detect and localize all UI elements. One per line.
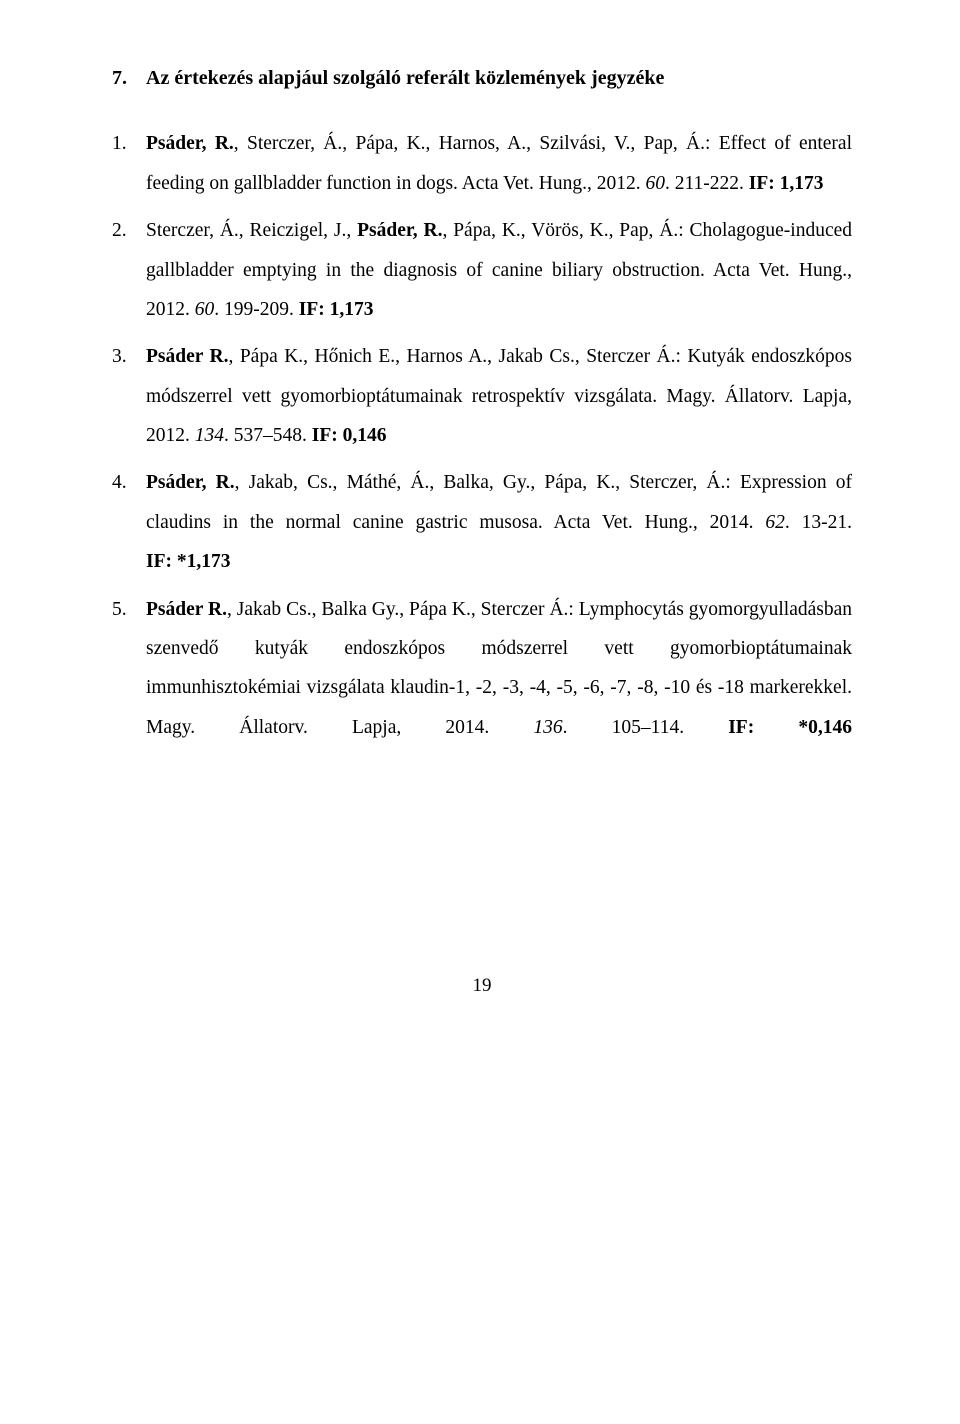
reference-number: 4. xyxy=(112,463,146,581)
volume-italic: 60 xyxy=(195,299,215,320)
reference-item: 1. Psáder, R., Sterczer, Á., Pápa, K., H… xyxy=(112,124,852,203)
reference-body: Sterczer, Á., Reiczigel, J., Psáder, R.,… xyxy=(146,211,852,329)
heading-number: 7. xyxy=(112,58,146,98)
ref-text: . 537–548. xyxy=(224,425,312,446)
author-bold: Psáder R. xyxy=(146,346,228,367)
ref-text: . 105–114. xyxy=(563,717,729,738)
impact-factor: IF: 1,173 xyxy=(749,173,824,194)
reference-body: Psáder R., Pápa K., Hőnich E., Harnos A.… xyxy=(146,337,852,455)
reference-number: 5. xyxy=(112,590,146,748)
reference-number: 2. xyxy=(112,211,146,329)
heading-title: Az értekezés alapjául szolgáló referált … xyxy=(146,58,664,98)
ref-text: , Jakab, Cs., Máthé, Á., Balka, Gy., Páp… xyxy=(146,472,852,532)
reference-item: 5. Psáder R., Jakab Cs., Balka Gy., Pápa… xyxy=(112,590,852,748)
section-heading: 7. Az értekezés alapjául szolgáló referá… xyxy=(112,58,852,98)
reference-list: 1. Psáder, R., Sterczer, Á., Pápa, K., H… xyxy=(112,124,852,747)
volume-italic: 60 xyxy=(646,173,666,194)
impact-factor: IF: 1,173 xyxy=(299,299,374,320)
author-bold: Psáder, R. xyxy=(357,220,442,241)
reference-item: 2. Sterczer, Á., Reiczigel, J., Psáder, … xyxy=(112,211,852,329)
reference-number: 3. xyxy=(112,337,146,455)
reference-item: 4. Psáder, R., Jakab, Cs., Máthé, Á., Ba… xyxy=(112,463,852,581)
page-number: 19 xyxy=(112,967,852,1005)
reference-number: 1. xyxy=(112,124,146,203)
author-bold: Psáder R. xyxy=(146,599,227,620)
author-bold: Psáder, R. xyxy=(146,133,234,154)
reference-body: Psáder, R., Jakab, Cs., Máthé, Á., Balka… xyxy=(146,463,852,581)
ref-text: Sterczer, Á., Reiczigel, J., xyxy=(146,220,357,241)
author-bold: Psáder, R. xyxy=(146,472,235,493)
reference-item: 3. Psáder R., Pápa K., Hőnich E., Harnos… xyxy=(112,337,852,455)
impact-factor: IF: *1,173 xyxy=(146,551,231,572)
volume-italic: 136 xyxy=(533,717,562,738)
impact-factor: IF: *0,146 xyxy=(728,717,852,738)
ref-text: . 211-222. xyxy=(665,173,749,194)
impact-factor: IF: 0,146 xyxy=(312,425,387,446)
ref-text: . 13-21. xyxy=(785,512,852,533)
volume-italic: 134 xyxy=(195,425,224,446)
volume-italic: 62 xyxy=(765,512,785,533)
ref-text: . 199-209. xyxy=(214,299,299,320)
reference-body: Psáder, R., Sterczer, Á., Pápa, K., Harn… xyxy=(146,124,852,203)
reference-body: Psáder R., Jakab Cs., Balka Gy., Pápa K.… xyxy=(146,590,852,748)
